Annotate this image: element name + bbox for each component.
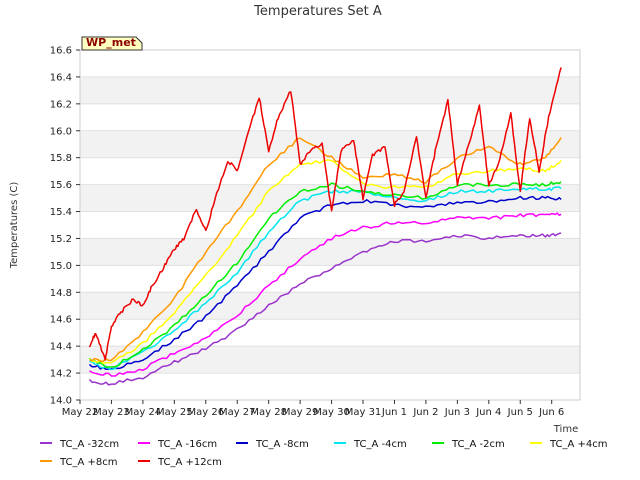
x-tick-label: Jun 1 <box>381 407 407 418</box>
series-line-tc-a-4cm <box>89 186 562 371</box>
y-tick-label: 15.4 <box>50 207 72 218</box>
y-tick-label: 15.2 <box>50 234 72 245</box>
grid-band <box>80 346 580 374</box>
legend-label: TC_A +8cm <box>59 457 118 468</box>
grid-band <box>80 76 580 104</box>
legend-label: TC_A -32cm <box>59 439 119 450</box>
x-tick-label: May 23 <box>93 407 130 418</box>
grid-band <box>80 130 580 158</box>
legend-label: TC_A -4cm <box>353 439 407 450</box>
y-tick-label: 15.0 <box>50 261 72 272</box>
y-tick-label: 16.4 <box>50 72 72 83</box>
y-tick-label: 14.4 <box>50 342 72 353</box>
legend-label: TC_A +4cm <box>549 439 608 450</box>
x-tick-label: May 25 <box>156 407 193 418</box>
legend-label: TC_A -2cm <box>451 439 505 450</box>
series-line-tc-a-12cm <box>88 67 562 361</box>
y-tick-label: 15.6 <box>50 180 72 191</box>
plot-frame <box>79 49 581 401</box>
x-axis-label: Time <box>553 424 578 435</box>
x-tick-label: Jun 4 <box>475 407 501 418</box>
series-line-tc-a-16cm <box>89 212 562 377</box>
x-tick-label: May 26 <box>187 407 224 418</box>
y-tick-label: 15.8 <box>50 153 72 164</box>
legend-label: TC_A +12cm <box>157 457 222 468</box>
x-tick-label: May 22 <box>62 407 99 418</box>
grid-band <box>80 292 580 320</box>
badge-label: WP_met <box>86 36 136 49</box>
series-line-tc-a-2cm <box>88 181 562 369</box>
x-tick-label: Jun 5 <box>507 407 533 418</box>
legend: TC_A -32cm TC_A -16cm TC_A -8cm TC_A -4cm TC… <box>40 439 608 468</box>
y-tick-label: 16.2 <box>50 99 72 110</box>
x-tick-label: May 31 <box>345 407 382 418</box>
x-tick-label: Jun 6 <box>538 407 564 418</box>
grid-bands <box>80 49 580 401</box>
x-tick-label: Jun 2 <box>412 407 438 418</box>
x-tick-label: May 28 <box>250 407 287 418</box>
x-tick-label: May 30 <box>313 407 350 418</box>
legend-label: TC_A -8cm <box>255 439 309 450</box>
series-line-tc-a-4cm <box>88 159 562 365</box>
y-tick-label: 16.0 <box>50 126 72 137</box>
grid-band <box>80 238 580 266</box>
y-tick-label: 14.2 <box>50 369 72 380</box>
series-line-tc-a-8cm <box>89 137 562 363</box>
y-tick-label: 14.6 <box>50 315 72 326</box>
series-line-tc-a-32cm <box>88 232 562 386</box>
legend-label: TC_A -16cm <box>157 439 217 450</box>
chart-title: Temperatures Set A <box>253 4 382 19</box>
y-tick-label: 16.6 <box>50 46 72 57</box>
series-lines <box>88 67 562 386</box>
y-tick-label: 14.8 <box>50 288 72 299</box>
y-axis: 14.0 14.2 14.4 14.6 14.8 15.0 15.2 15.4 15.6 15.8… <box>50 46 80 407</box>
y-axis-label: Temperatures (C) <box>9 182 20 270</box>
x-tick-label: May 29 <box>282 407 319 418</box>
wp-met-badge: WP_met <box>81 36 143 51</box>
x-tick-label: May 24 <box>125 407 162 418</box>
x-tick-label: Jun 3 <box>444 407 470 418</box>
y-tick-label: 14.0 <box>50 396 72 407</box>
series-line-tc-a-8cm <box>88 195 562 370</box>
x-tick-label: May 27 <box>219 407 256 418</box>
